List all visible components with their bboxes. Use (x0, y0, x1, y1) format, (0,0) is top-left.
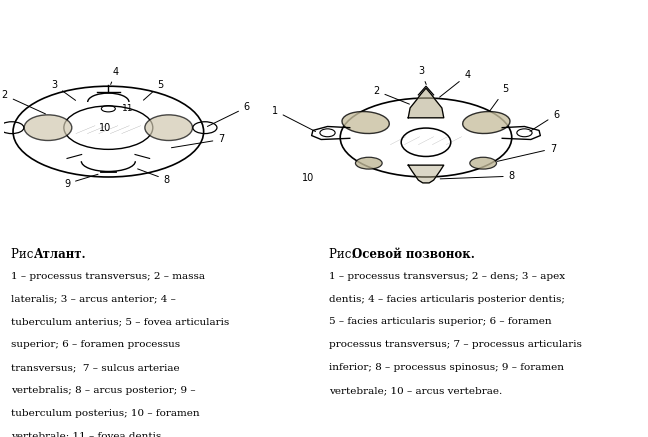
Text: Рис.: Рис. (329, 248, 358, 261)
Text: 1 – processus transversus; 2 – dens; 3 – apex: 1 – processus transversus; 2 – dens; 3 –… (329, 272, 565, 281)
Text: 5 – facies articularis superior; 6 – foramen: 5 – facies articularis superior; 6 – for… (329, 317, 551, 326)
Text: Осевой позвонок.: Осевой позвонок. (352, 248, 474, 261)
Text: Атлант.: Атлант. (34, 248, 87, 261)
Text: 4: 4 (439, 70, 470, 97)
Text: lateralis; 3 – arcus anterior; 4 –: lateralis; 3 – arcus anterior; 4 – (11, 295, 176, 304)
Text: superior; 6 – foramen processus: superior; 6 – foramen processus (11, 340, 180, 349)
Text: vertebrale; 11 – fovea dentis.: vertebrale; 11 – fovea dentis. (11, 432, 165, 437)
Ellipse shape (24, 115, 72, 140)
Polygon shape (408, 165, 444, 183)
Text: processus transversus; 7 – processus articularis: processus transversus; 7 – processus art… (329, 340, 582, 349)
Text: 11: 11 (122, 104, 133, 113)
Text: 5: 5 (490, 84, 509, 111)
Text: 9: 9 (64, 174, 98, 189)
Text: vertebralis; 8 – arcus posterior; 9 –: vertebralis; 8 – arcus posterior; 9 – (11, 386, 196, 395)
Text: tuberculum posterius; 10 – foramen: tuberculum posterius; 10 – foramen (11, 409, 200, 418)
Text: inferior; 8 – processus spinosus; 9 – foramen: inferior; 8 – processus spinosus; 9 – fo… (329, 363, 564, 372)
Text: 2: 2 (373, 86, 410, 104)
Ellipse shape (470, 157, 496, 169)
Text: 2: 2 (2, 90, 45, 114)
Ellipse shape (401, 128, 451, 156)
Text: 3: 3 (418, 66, 426, 84)
Text: 7: 7 (172, 135, 225, 148)
Polygon shape (408, 88, 444, 118)
Text: 7: 7 (497, 144, 556, 161)
Text: 5: 5 (143, 80, 163, 100)
Text: 3: 3 (51, 80, 76, 101)
Text: 10: 10 (303, 173, 314, 183)
Text: 10: 10 (99, 123, 111, 133)
Text: 1: 1 (0, 436, 1, 437)
Text: 6: 6 (207, 102, 250, 126)
Text: 1 – processus transversus; 2 – massa: 1 – processus transversus; 2 – massa (11, 272, 205, 281)
Text: 4: 4 (111, 66, 119, 84)
Ellipse shape (342, 111, 389, 134)
Text: 8: 8 (440, 171, 515, 181)
Text: 1: 1 (272, 106, 316, 132)
Ellipse shape (356, 157, 382, 169)
Ellipse shape (463, 111, 510, 134)
Text: tuberculum anterius; 5 – fovea articularis: tuberculum anterius; 5 – fovea articular… (11, 317, 229, 326)
Text: 8: 8 (137, 169, 170, 185)
Text: Рис.: Рис. (11, 248, 41, 261)
Text: dentis; 4 – facies articularis posterior dentis;: dentis; 4 – facies articularis posterior… (329, 295, 564, 304)
Text: transversus;  7 – sulcus arteriae: transversus; 7 – sulcus arteriae (11, 363, 179, 372)
Ellipse shape (145, 115, 192, 140)
Text: 6: 6 (530, 110, 559, 131)
Text: vertebrale; 10 – arcus vertebrae.: vertebrale; 10 – arcus vertebrae. (329, 386, 502, 395)
